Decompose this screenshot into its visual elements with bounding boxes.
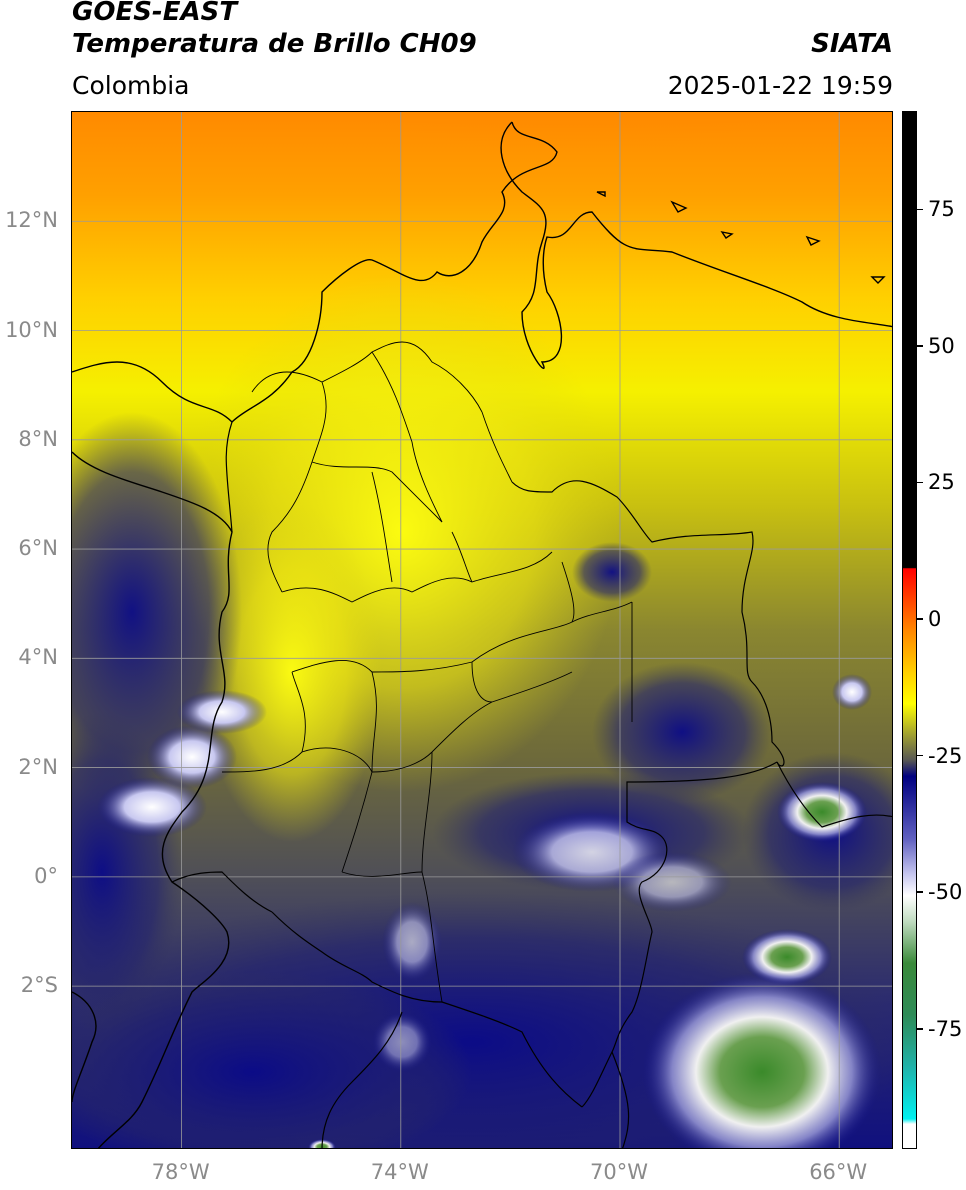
caribbean-coast bbox=[72, 121, 558, 423]
graticule bbox=[72, 112, 892, 1148]
timestamp-label: 2025-01-22 19:59 bbox=[667, 71, 893, 100]
colorbar-label-75: 75 bbox=[928, 197, 955, 222]
colorbar-label-25: 25 bbox=[928, 470, 955, 495]
coastlines bbox=[72, 121, 892, 1148]
colorbar-label-minus50: -50 bbox=[928, 880, 963, 905]
lon-label-78w: 78°W bbox=[151, 1160, 210, 1184]
country-borders bbox=[171, 421, 892, 1148]
lat-label-equator: 0° bbox=[34, 863, 58, 888]
lat-label-10n: 10°N bbox=[5, 317, 58, 342]
colorbar-tick bbox=[917, 1028, 923, 1030]
islands bbox=[596, 191, 886, 284]
colorbar-scale bbox=[903, 112, 916, 1148]
brazil-peru-border bbox=[611, 1051, 630, 1148]
colorbar-label-minus25: -25 bbox=[928, 743, 963, 768]
peru-ecuador-border bbox=[321, 1011, 403, 1148]
source-label: SIATA bbox=[811, 29, 893, 59]
lat-label-2n: 2°N bbox=[18, 754, 58, 779]
colombia-peru-border bbox=[271, 911, 583, 1108]
panama-colombia-border bbox=[225, 421, 233, 533]
lat-label-4n: 4°N bbox=[18, 645, 58, 670]
colorbar-tick bbox=[917, 345, 923, 347]
brightness-temperature-map bbox=[72, 112, 892, 1148]
map-panel[interactable] bbox=[71, 111, 893, 1149]
lon-label-66w: 66°W bbox=[809, 1160, 868, 1184]
colorbar-label-minus75: -75 bbox=[928, 1016, 963, 1041]
colorbar-label-0: 0 bbox=[928, 607, 942, 632]
pacific-coast bbox=[72, 451, 233, 1148]
colorbar-tick bbox=[917, 891, 923, 893]
colorbar-label-50: 50 bbox=[928, 333, 955, 358]
colombia-brazil-border bbox=[581, 761, 778, 1108]
lat-label-2s: 2°S bbox=[20, 973, 58, 998]
peru-coast bbox=[72, 991, 97, 1103]
colombia-ecuador-border bbox=[171, 871, 273, 913]
lon-label-74w: 74°W bbox=[370, 1160, 429, 1184]
lat-label-12n: 12°N bbox=[5, 208, 58, 233]
colorbar-tick bbox=[917, 481, 923, 484]
lat-label-6n: 6°N bbox=[18, 536, 58, 561]
colorbar-tick bbox=[917, 754, 923, 757]
lat-label-8n: 8°N bbox=[18, 426, 58, 451]
product-title: Temperatura de Brillo CH09 bbox=[72, 29, 477, 59]
colorbar bbox=[902, 111, 917, 1149]
region-label: Colombia bbox=[72, 71, 190, 100]
caribbean-coast-east bbox=[500, 121, 892, 369]
guyana-border bbox=[776, 761, 892, 828]
department-borders bbox=[221, 341, 633, 1003]
colorbar-tick bbox=[917, 208, 923, 211]
colombia-venezuela-border bbox=[511, 480, 785, 767]
lon-label-70w: 70°W bbox=[590, 1160, 648, 1184]
satellite-title: GOES-EAST bbox=[72, 0, 238, 27]
colorbar-tick bbox=[917, 618, 923, 620]
